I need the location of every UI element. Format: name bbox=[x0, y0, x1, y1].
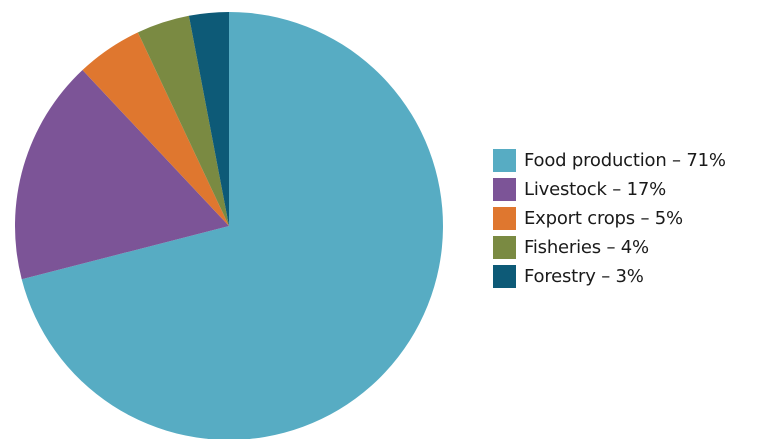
legend-item-food-production: Food production – 71% bbox=[493, 146, 726, 175]
chart-legend: Food production – 71% Livestock – 17% Ex… bbox=[493, 146, 726, 291]
legend-item-forestry: Forestry – 3% bbox=[493, 262, 726, 291]
legend-swatch-livestock bbox=[493, 178, 516, 201]
legend-label-export-crops: Export crops – 5% bbox=[524, 208, 683, 229]
pie-slice-food-production bbox=[21, 12, 443, 439]
legend-item-livestock: Livestock – 17% bbox=[493, 175, 726, 204]
legend-swatch-food-production bbox=[493, 149, 516, 172]
pie-slice-fisheries bbox=[137, 15, 229, 227]
legend-swatch-forestry bbox=[493, 265, 516, 288]
legend-label-fisheries: Fisheries – 4% bbox=[524, 237, 649, 258]
pie-slice-forestry bbox=[188, 12, 229, 226]
pie-slice-livestock bbox=[14, 70, 229, 280]
legend-label-food-production: Food production – 71% bbox=[524, 150, 726, 171]
pie-slice-export-crops bbox=[82, 32, 229, 227]
legend-swatch-fisheries bbox=[493, 236, 516, 259]
legend-swatch-export-crops bbox=[493, 207, 516, 230]
legend-item-fisheries: Fisheries – 4% bbox=[493, 233, 726, 262]
legend-item-export-crops: Export crops – 5% bbox=[493, 204, 726, 233]
legend-label-forestry: Forestry – 3% bbox=[524, 266, 644, 287]
legend-label-livestock: Livestock – 17% bbox=[524, 179, 666, 200]
